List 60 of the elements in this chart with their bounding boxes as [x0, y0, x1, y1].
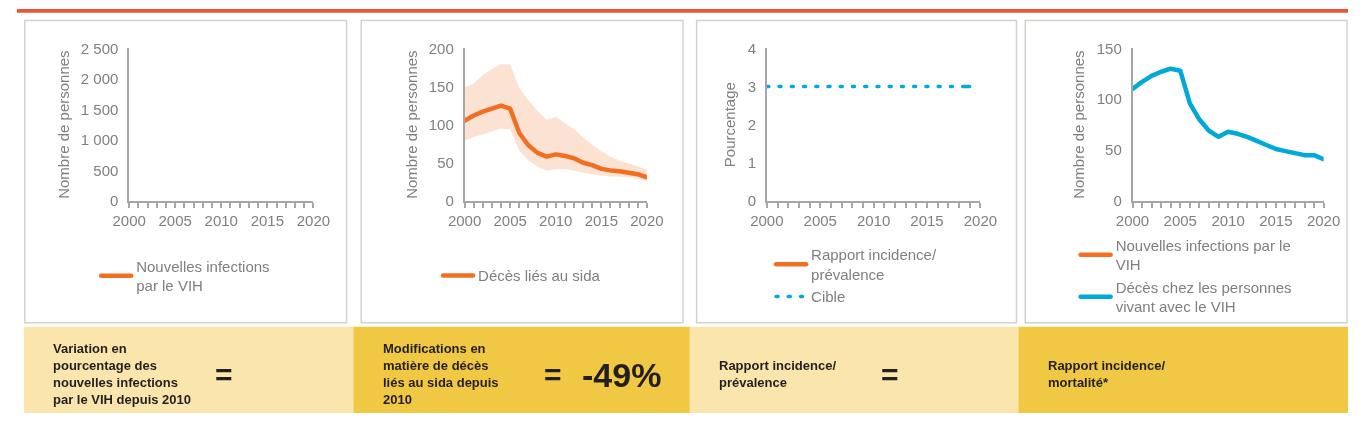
x-tick-label: 2000 [112, 211, 146, 229]
text: = [215, 358, 233, 391]
line-series [464, 103, 647, 180]
y-tick-label: 0 [747, 192, 757, 210]
x-tick-label: 2005 [1163, 211, 1197, 229]
y-tick-label: 2 500 [80, 39, 119, 57]
x-tick-label: 2010 [856, 211, 891, 229]
x-tick-label: 2010 [539, 211, 573, 229]
y-tick-label: 1 000 [80, 131, 119, 149]
x-tick-label: 2015 [910, 211, 944, 229]
legend-label: Nouvelles infections par le VIH [136, 257, 270, 295]
y-tick-label: 2 [747, 115, 757, 133]
y-tick-label: 100 [1096, 90, 1122, 108]
text: = [881, 358, 899, 391]
x-tick-label: 2020 [630, 211, 664, 229]
y-tick-label: 1 [747, 154, 757, 172]
x-tick-label: 2005 [803, 211, 837, 229]
x-tick-label: 2000 [447, 211, 482, 229]
x-tick-label: 2020 [296, 211, 331, 229]
y-tick-label: 150 [1096, 39, 1122, 57]
x-tick-label: 2010 [204, 211, 238, 229]
x-tick-label: 2020 [1306, 211, 1341, 229]
y-tick-label: 2 000 [80, 70, 119, 88]
x-tick-label: 2005 [158, 211, 192, 229]
legend-label: Rapport incidence/prévalence [811, 246, 937, 283]
text: Modifications en matière de décès liés au sida depuis 2010 [383, 341, 499, 407]
legend-label: Cible [811, 288, 846, 306]
y-tick-label: 1 500 [80, 100, 119, 118]
y-axis-title: Nombre de personnes [402, 50, 420, 199]
y-tick-label: 500 [93, 161, 119, 179]
y-tick-label: 200 [428, 39, 454, 57]
text: Variation en pourcentage des nouvelles infections par le VIH depuis 2010 [53, 341, 192, 407]
text: = [544, 358, 562, 391]
y-axis-title: Nombre de personnes [1070, 50, 1088, 199]
text: Rapport incidence/prévalence [719, 358, 837, 390]
legend-label: Décès chez les personnes vivant avec le VIH [1115, 278, 1292, 316]
y-tick-label: 50 [437, 154, 454, 172]
y-axis-title: Pourcentage [721, 82, 739, 168]
x-tick-label: 2015 [1259, 211, 1293, 229]
y-tick-label: 0 [1113, 192, 1122, 210]
y-tick-label: 4 [747, 39, 757, 57]
line-series [1132, 66, 1324, 162]
x-tick-label: 2005 [493, 211, 527, 229]
y-axis-title: Nombre de personnes [54, 50, 72, 199]
x-tick-label: 2020 [963, 211, 998, 229]
x-tick-label: 2015 [250, 211, 285, 229]
x-tick-label: 2000 [1115, 211, 1150, 229]
legend-label: Décès liés au sida [478, 267, 601, 285]
y-tick-label: 0 [110, 192, 119, 210]
x-tick-label: 2000 [750, 211, 784, 229]
y-tick-label: 3 [747, 77, 757, 95]
y-tick-label: 50 [1105, 141, 1122, 159]
y-tick-label: 150 [428, 77, 454, 95]
text: Rapport incidence/mortalité* [1048, 358, 1166, 390]
legend-label: Nouvelles infections par le VIH [1115, 236, 1291, 274]
x-tick-label: 2010 [1211, 211, 1245, 229]
y-tick-label: 100 [428, 115, 454, 133]
x-tick-label: 2015 [584, 211, 619, 229]
y-tick-label: 0 [445, 192, 454, 210]
text: -49% [582, 356, 662, 394]
